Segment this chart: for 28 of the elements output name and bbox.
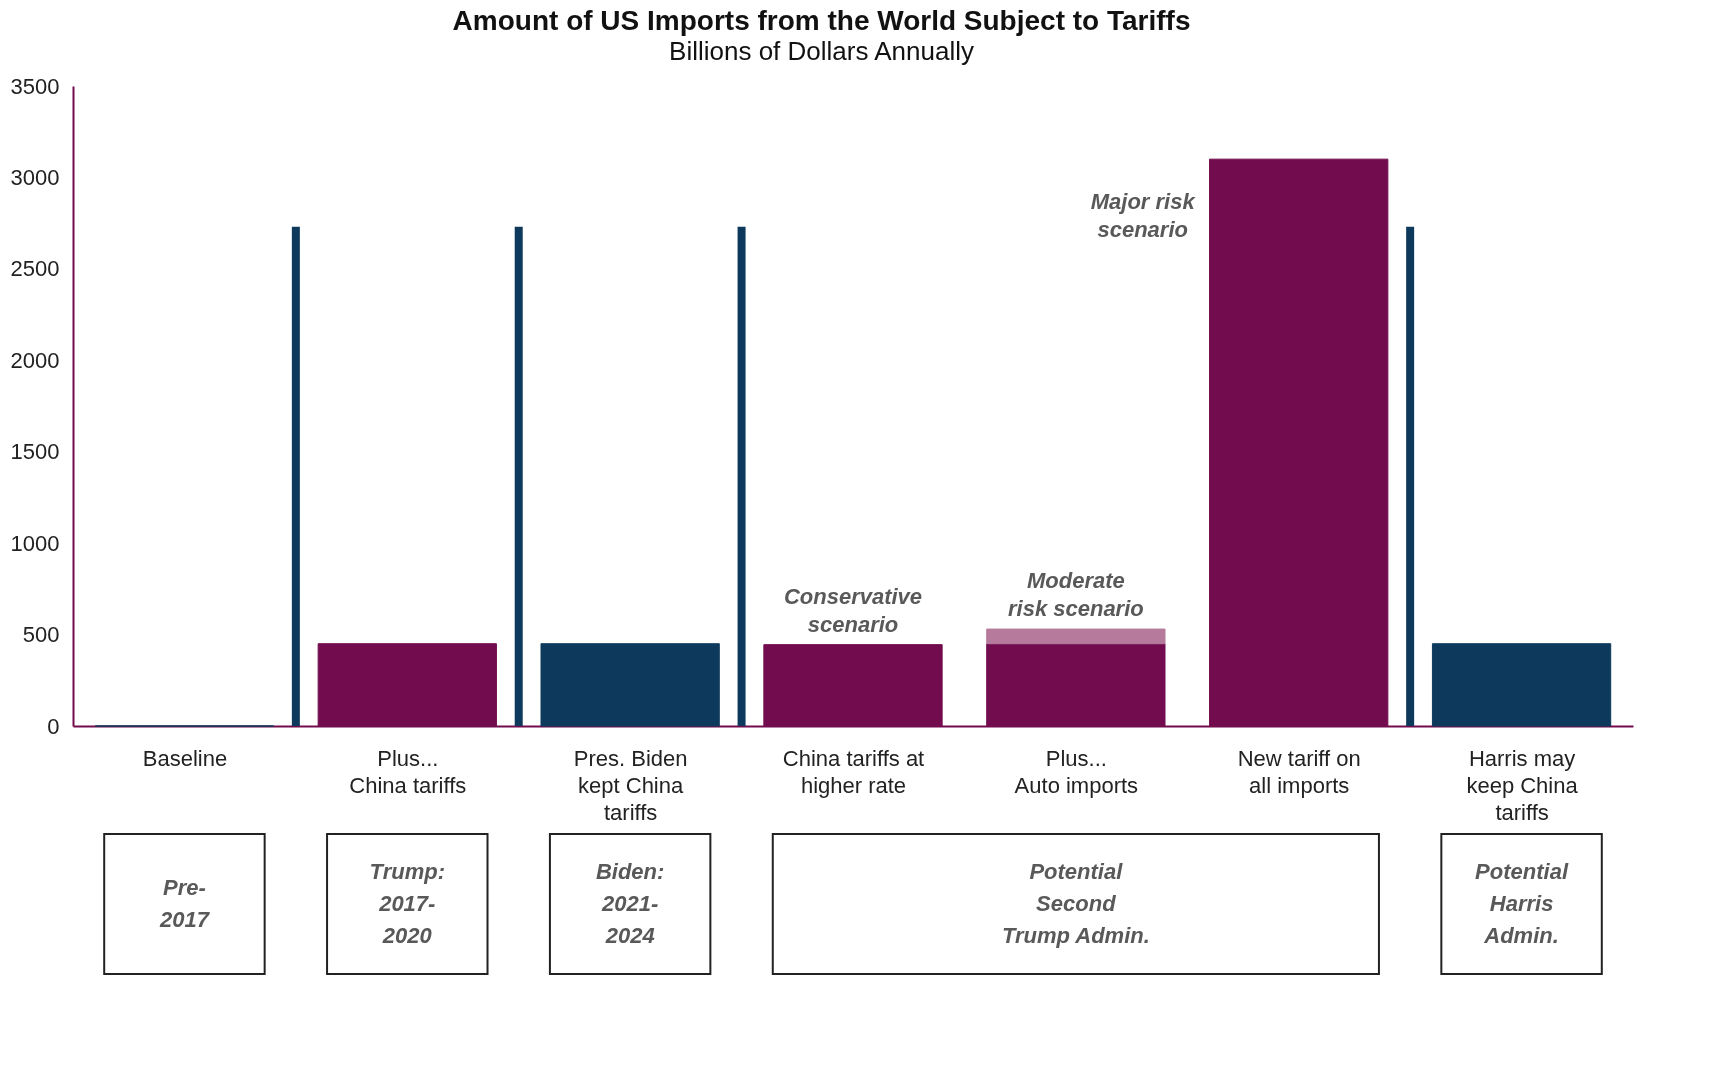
chart-title: Amount of US Imports from the World Subject to Tariffs (452, 5, 1191, 36)
x-tick-label: Plus... Auto imports (1014, 745, 1139, 798)
chart-subtitle: Billions of Dollars Annually (669, 36, 974, 66)
bar (540, 643, 720, 727)
y-tick-label: 0 (47, 713, 60, 739)
y-tick-label: 2500 (10, 256, 60, 282)
y-tick-label: 1000 (10, 530, 60, 556)
x-tick-label: New tariff on all imports (1237, 745, 1361, 798)
annotation: Moderate risk scenario (1007, 568, 1144, 622)
text: Pre- 2017 (158, 875, 211, 932)
y-tick-label: 3000 (10, 164, 60, 190)
text: Biden: 2021- 2024 (595, 859, 665, 948)
x-tick-label: Baseline (142, 745, 228, 771)
text: Trump: 2017- 2020 (369, 859, 445, 948)
annotation: Major risk scenario (1090, 189, 1197, 242)
x-tick-label: China tariffs at higher rate (782, 745, 925, 798)
text: Potential Second Trump Admin. (1001, 859, 1150, 948)
y-tick-label: 1500 (10, 439, 60, 465)
y-tick-label: 3500 (10, 73, 60, 99)
bar (986, 628, 1166, 645)
x-tick-label: Pres. Biden kept China tariffs (573, 745, 688, 825)
annotation: Conservative scenario (783, 583, 923, 637)
y-tick-label: 500 (22, 622, 60, 648)
x-tick-label: Plus... China tariffs (349, 745, 467, 798)
x-tick-label: Harris may keep China tariffs (1466, 745, 1579, 825)
bar (1431, 643, 1612, 727)
text: Potential Harris Admin. (1475, 859, 1569, 948)
y-tick-label: 2000 (10, 347, 60, 373)
